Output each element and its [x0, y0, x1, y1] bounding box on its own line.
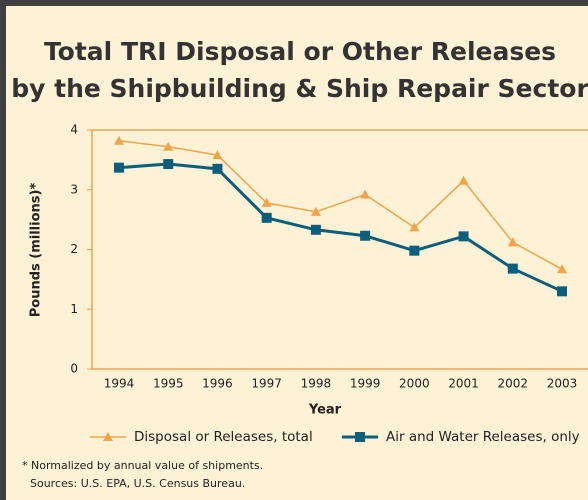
legend-label: Air and Water Releases, only [386, 429, 580, 445]
point [355, 432, 365, 442]
series-line [118, 162, 563, 293]
point [261, 197, 272, 207]
y-tick-label: 2 [70, 242, 78, 256]
point [261, 212, 272, 223]
series-line [118, 140, 563, 270]
x-tick-label: 2001 [448, 377, 479, 391]
point [360, 189, 371, 199]
point [507, 237, 518, 247]
point [507, 263, 518, 274]
point [310, 224, 321, 235]
x-tick-label: 1997 [251, 377, 282, 391]
point [557, 286, 567, 297]
chart-title: by the Shipbuilding & Ship Repair Sector [11, 74, 588, 103]
point [360, 230, 371, 241]
point [409, 245, 420, 256]
y-tick-label: 4 [70, 123, 78, 137]
point [212, 163, 223, 174]
x-tick-label: 2003 [547, 377, 578, 391]
point [163, 159, 174, 170]
point [114, 162, 124, 173]
point [557, 264, 567, 274]
chart-title: Total TRI Disposal or Other Releases [44, 37, 556, 66]
point [409, 222, 420, 232]
y-tick-label: 1 [70, 302, 78, 316]
point [103, 432, 113, 441]
point [212, 150, 223, 160]
point [458, 175, 469, 185]
y-tick-label: 3 [70, 182, 78, 196]
y-tick-label: 0 [70, 362, 78, 376]
x-axis-label: Year [308, 403, 342, 418]
footnote: Sources: U.S. EPA, U.S. Census Bureau. [30, 477, 245, 490]
point [163, 141, 174, 151]
point [458, 231, 469, 242]
x-tick-label: 1995 [153, 377, 184, 391]
x-tick-label: 1994 [104, 377, 135, 391]
footnote: * Normalized by annual value of shipment… [22, 459, 263, 472]
point [114, 135, 124, 145]
legend-label: Disposal or Releases, total [134, 429, 313, 445]
x-tick-label: 2002 [498, 377, 529, 391]
x-tick-label: 1999 [350, 377, 381, 391]
x-tick-label: 2000 [399, 377, 430, 391]
point [310, 206, 321, 216]
y-axis-label: Pounds (millions)* [29, 183, 44, 318]
x-tick-label: 1996 [202, 377, 233, 391]
x-tick-label: 1998 [301, 377, 332, 391]
